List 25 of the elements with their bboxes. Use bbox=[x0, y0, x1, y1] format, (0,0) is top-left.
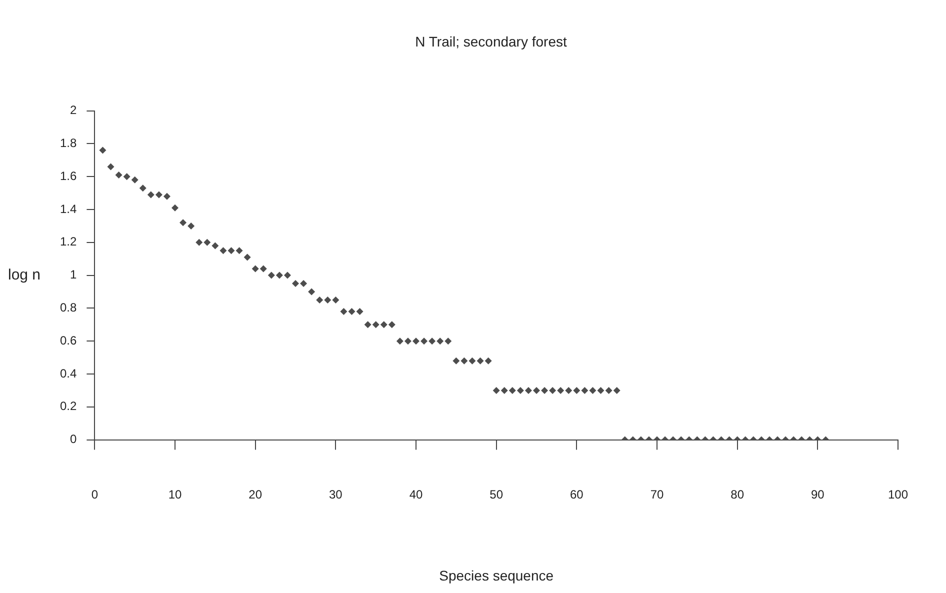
y-tick-label: 0.6 bbox=[60, 333, 77, 348]
y-tick-label: 0 bbox=[70, 432, 77, 446]
x-tick-label: 100 bbox=[888, 487, 908, 502]
y-tick-label: 1.2 bbox=[60, 234, 77, 249]
x-tick-label: 90 bbox=[810, 487, 825, 502]
y-tick-label: 1.6 bbox=[60, 168, 77, 183]
y-tick-label: 1.4 bbox=[60, 202, 77, 216]
y-tick-label: 0.8 bbox=[60, 300, 77, 315]
x-tick-label: 60 bbox=[570, 487, 584, 502]
x-tick-label: 40 bbox=[409, 487, 423, 502]
y-tick-label: 1 bbox=[70, 268, 77, 282]
y-axis-title: log n bbox=[8, 266, 41, 284]
x-tick-label: 30 bbox=[328, 487, 343, 502]
x-tick-label: 80 bbox=[730, 487, 744, 502]
x-tick-label: 50 bbox=[490, 487, 504, 502]
x-tick-label: 10 bbox=[168, 487, 182, 502]
y-tick-label: 1.8 bbox=[60, 136, 77, 150]
y-tick-label: 0.4 bbox=[60, 366, 77, 380]
x-tick-label: 20 bbox=[248, 487, 262, 502]
y-tick-label: 2 bbox=[70, 103, 77, 118]
x-tick-label: 0 bbox=[91, 487, 98, 502]
x-tick-label: 70 bbox=[650, 487, 664, 502]
y-tick-label: 0.2 bbox=[60, 399, 77, 414]
chart-title: N Trail; secondary forest bbox=[415, 33, 567, 50]
x-axis-title: Species sequence bbox=[439, 567, 554, 584]
